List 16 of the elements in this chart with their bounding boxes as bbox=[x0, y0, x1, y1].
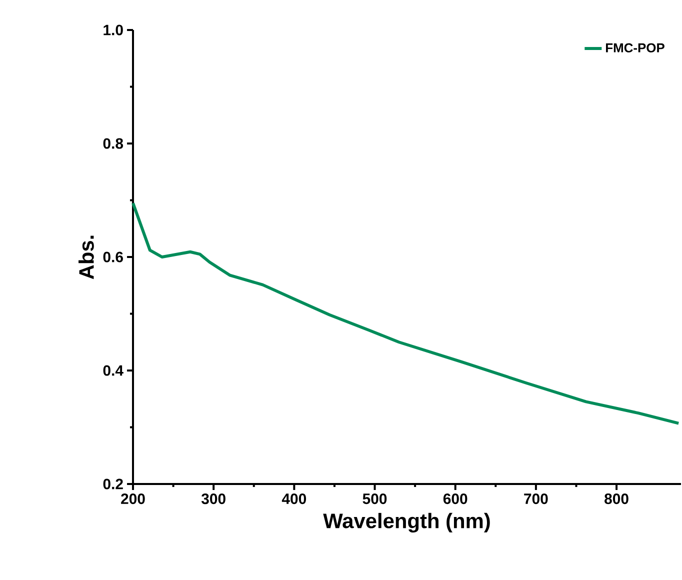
x-tick-label: 200 bbox=[121, 493, 145, 504]
y-axis-title: Abs. bbox=[78, 236, 94, 280]
legend-label: FMC-POP bbox=[606, 43, 664, 52]
x-tick-label: 300 bbox=[201, 493, 226, 504]
y-tick-label: 1.0 bbox=[104, 24, 123, 36]
x-tick-label: 800 bbox=[604, 493, 628, 504]
line-series bbox=[132, 202, 680, 425]
y-tick-label: 0.4 bbox=[103, 365, 124, 376]
x-tick-label: 500 bbox=[362, 493, 387, 504]
x-axis-title: Wavelength (nm) bbox=[323, 512, 490, 533]
x-tick-label: 400 bbox=[282, 493, 306, 504]
x-tick-label: 600 bbox=[443, 493, 468, 504]
y-tick-label: 0.8 bbox=[103, 138, 124, 149]
y-tick-label: 0.2 bbox=[103, 478, 123, 490]
x-tick-label: 700 bbox=[524, 493, 548, 504]
y-tick-label: 0.6 bbox=[103, 252, 123, 262]
